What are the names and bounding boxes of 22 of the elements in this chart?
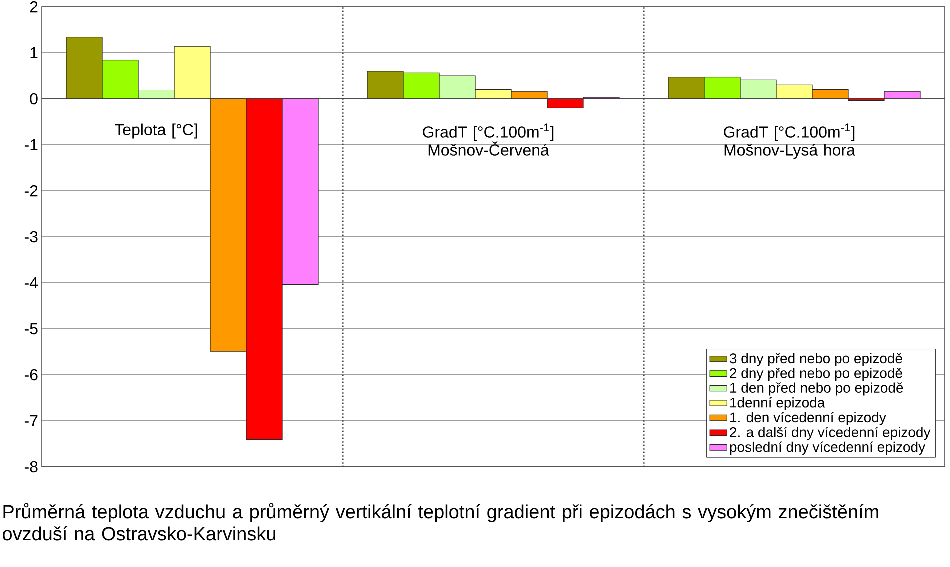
y-tick-label: -3 bbox=[24, 231, 38, 243]
y-tick-label: -5 bbox=[24, 323, 38, 335]
legend-label: 1. den vícedenní epizody bbox=[730, 412, 886, 426]
y-tick-label: 2 bbox=[30, 1, 38, 13]
y-tick-label: -6 bbox=[24, 369, 38, 381]
legend-label: poslední dny vícedenní epizody bbox=[730, 442, 926, 455]
legend-label: 3 dny před nebo po epizodě bbox=[730, 353, 902, 366]
y-tick-label: -4 bbox=[24, 277, 38, 288]
x-tick-label: GradT [°C.100m$^{-1}$] Mošnov-Červená bbox=[423, 124, 554, 156]
legend-label: 2 dny před nebo po epizodě bbox=[730, 368, 902, 382]
y-tick-label: 0 bbox=[30, 93, 38, 105]
y-tick-label: -2 bbox=[24, 185, 38, 197]
legend-label: 1 den před nebo po epizodě bbox=[730, 382, 904, 396]
x-tick-label: GradT [°C.100m$^{-1}$] Mošnov-Lysá hora bbox=[724, 124, 856, 160]
y-tick-label: -7 bbox=[24, 415, 38, 426]
y-tick-label: -8 bbox=[24, 461, 38, 473]
text: Průměrná teplota vzduchu a průměrný vertikální teplotní gradient při epizodách s vysokým znečištěním ovzduší na Ostravsko-Karvinsku bbox=[3, 503, 878, 541]
legend-label: 2. a další dny vícedenní epizody bbox=[730, 426, 931, 440]
y-tick-label: -1 bbox=[24, 139, 38, 150]
legend-label: 1denní epizoda bbox=[730, 397, 826, 411]
y-tick-label: 1 bbox=[30, 47, 38, 58]
x-tick-label: Teplota [°C] bbox=[114, 124, 198, 139]
